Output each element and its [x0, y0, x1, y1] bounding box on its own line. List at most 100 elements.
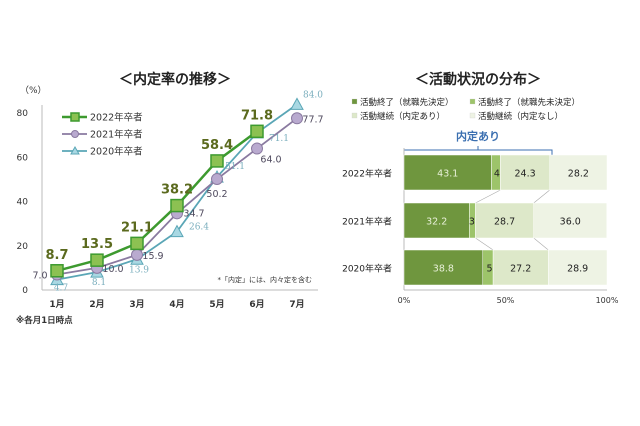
legend-swatch	[351, 98, 358, 105]
x-tick-label: 0%	[398, 296, 411, 305]
data-label: 64.0	[260, 155, 281, 166]
bar-value-label: 43.1	[437, 169, 458, 180]
connector-line	[533, 189, 550, 204]
x-tick-label: 5月	[209, 299, 224, 310]
data-label: 38.2	[161, 183, 193, 198]
annotation-naitei-ari: 内定あり	[456, 129, 500, 143]
data-labels-2020年卒者: 4.7 8.1 13.9 26.4 51.1 71.1 84.0	[54, 90, 323, 293]
bar-value-label: 24.3	[515, 169, 536, 180]
data-labels-2022年卒者: 8.7 13.5 21.1 38.2 58.4 71.8	[45, 108, 273, 262]
data-label: 13.5	[81, 237, 113, 252]
data-point-marker	[251, 142, 263, 155]
y-tick-label: 80	[17, 109, 29, 119]
legend-swatch	[351, 112, 358, 119]
y-tick-label: 0	[22, 286, 28, 296]
legend-label: 活動終了（就職先未決定）	[478, 97, 580, 108]
data-point-marker	[130, 236, 144, 251]
data-labels-2021年卒者: 7.0 10.0 15.9 34.750.2 64.0 77.7	[32, 114, 323, 281]
category-label: 2020年卒者	[342, 263, 392, 275]
data-label: 8.7	[45, 248, 68, 263]
data-label: 84.0	[303, 90, 323, 100]
y-tick-label: 40	[17, 198, 29, 208]
bar-segment	[403, 249, 484, 286]
legend-label: 活動継続（内定あり）	[360, 111, 445, 122]
x-tick-label: 50%	[497, 296, 515, 305]
line-chart: ＜内定率の推移＞ （%） 0 20 40 60 80 1月 2月 3月 4月 5月 6月 7月 4.…	[16, 71, 324, 326]
bar-x-ticks: 0% 50% 100%	[398, 296, 619, 305]
x-tick-label: 4月	[169, 299, 184, 310]
x-tick-label: 6月	[249, 299, 264, 310]
data-point-marker	[50, 264, 64, 278]
x-ticks: 1月 2月 3月 4月 5月 6月 7月	[49, 299, 304, 310]
footnote: ※各月1日時点	[16, 315, 73, 326]
bar-chart-title: ＜活動状況の分布＞	[415, 71, 541, 88]
connector-line	[533, 237, 549, 251]
legend-marker	[70, 145, 80, 155]
bar-value-label: 38.8	[433, 264, 454, 275]
bar-value-label: 28.7	[494, 217, 515, 228]
data-label: 26.4	[189, 223, 209, 233]
y-tick-label: 20	[17, 242, 29, 252]
data-label: 71.8	[241, 108, 273, 123]
legend-item: 2022年卒者	[62, 112, 143, 124]
x-tick-label: 100%	[596, 296, 619, 305]
data-point-marker	[291, 112, 303, 125]
connector-line	[475, 237, 494, 251]
data-label: 77.7	[302, 114, 323, 125]
legend-label: 活動終了（就職先決定）	[360, 97, 454, 108]
data-point-marker	[131, 248, 143, 261]
data-point-marker	[250, 124, 264, 139]
bar-segment	[548, 249, 608, 286]
legend-label: 2021年卒者	[90, 129, 143, 141]
data-point-marker	[170, 224, 184, 238]
bar-value-label: 28.2	[568, 169, 589, 180]
data-label: 50.2	[206, 189, 227, 200]
legend-item: 2021年卒者	[62, 129, 143, 141]
category-label: 2021年卒者	[342, 216, 392, 228]
bar-segment	[549, 154, 608, 191]
bar-legend: 活動終了（就職先決定） 活動終了（就職先未決定） 活動継続（内定あり） 活動継続（内定…	[351, 97, 580, 122]
x-tick-label: 7月	[289, 299, 304, 310]
data-label: 13.9	[129, 265, 149, 275]
data-label: 58.4	[201, 138, 233, 153]
data-label: 8.1	[92, 278, 106, 288]
data-point-marker	[211, 173, 223, 186]
line-chart-title: ＜内定率の推移＞	[119, 71, 231, 88]
bar-segment	[403, 154, 492, 191]
legend-swatch	[469, 112, 476, 119]
bar-segment	[533, 202, 608, 239]
x-tick-label: 1月	[49, 299, 64, 310]
legend-item: 活動継続（内定あり）	[351, 111, 445, 122]
x-tick-label: 2月	[89, 299, 104, 310]
legend-item: 活動継続（内定なし）	[469, 111, 563, 122]
data-label: 71.1	[269, 134, 289, 144]
bar-value-label: 32.2	[426, 217, 447, 228]
series-group: 4.7 8.1 13.9 26.4 51.1 71.1 84.0 7.0 10.0 15.9 34.…	[32, 90, 323, 293]
y-axis-unit: （%）	[20, 85, 47, 96]
legend-item: 活動終了（就職先未決定）	[469, 97, 580, 108]
bar-value-label: 27.2	[510, 264, 531, 275]
legend-label: 活動継続（内定なし）	[478, 111, 563, 122]
data-label: 15.9	[142, 251, 163, 262]
data-point-marker	[210, 154, 224, 168]
category-label: 2022年卒者	[342, 168, 392, 180]
bar-segment	[500, 154, 551, 191]
data-label: 10.0	[102, 264, 123, 275]
y-ticks: 0 20 40 60 80	[17, 109, 29, 296]
x-tick-label: 3月	[129, 299, 144, 310]
series-2022年卒者	[50, 124, 264, 278]
data-point-marker	[170, 198, 184, 213]
legend-label: 2020年卒者	[90, 146, 143, 158]
bar-value-label: 28.9	[567, 264, 588, 275]
legend-marker	[71, 130, 79, 138]
connector-line	[475, 189, 501, 204]
chart-note: *「内定」には、内々定を含む	[218, 275, 313, 284]
data-label: 51.1	[225, 162, 245, 172]
data-point-marker	[290, 97, 304, 110]
data-label: 4.7	[54, 284, 69, 294]
legend-marker	[70, 112, 80, 122]
